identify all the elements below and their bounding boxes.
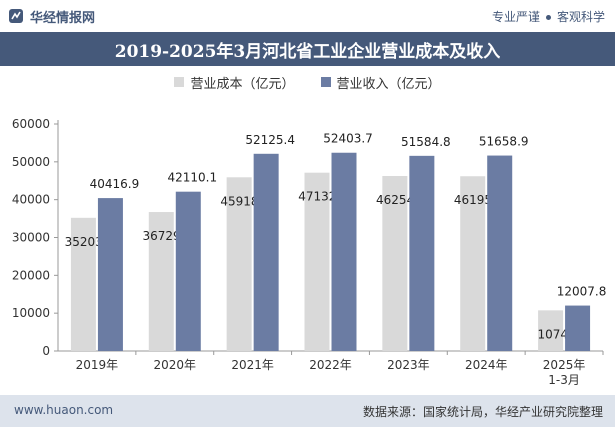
bar-cost-3 — [304, 172, 330, 351]
x-tick-label-6: 1-3月 — [548, 373, 580, 387]
data-label-revenue-5: 51658.9 — [479, 135, 529, 149]
y-tick-label: 50000 — [12, 155, 50, 169]
header-bar: 华经情报网 专业严谨 客观科学 — [0, 0, 615, 32]
footer-bar: www.huaon.com 数据来源：国家统计局，华经产业研究院整理 — [0, 395, 615, 427]
bar-cost-6 — [538, 310, 564, 351]
data-label-revenue-6: 12007.8 — [557, 285, 607, 299]
y-tick-label: 40000 — [12, 193, 50, 207]
bar-revenue-1 — [175, 191, 201, 351]
legend-swatch-revenue — [320, 77, 331, 87]
data-label-revenue-0: 40416.9 — [90, 177, 140, 191]
bar-cost-1 — [148, 212, 174, 351]
data-label-revenue-1: 42110.1 — [167, 171, 217, 185]
y-tick-label: 30000 — [12, 231, 50, 245]
bar-chart: 010000200003000040000500006000035203.540… — [12, 117, 607, 387]
x-tick-label-2: 2021年 — [231, 358, 274, 372]
bar-revenue-0 — [97, 198, 123, 351]
x-tick-label-6: 2025年 — [543, 358, 586, 372]
bar-revenue-3 — [331, 152, 357, 351]
y-tick-label: 10000 — [12, 306, 50, 320]
x-tick-label-3: 2022年 — [309, 358, 352, 372]
x-tick-label-4: 2023年 — [387, 358, 430, 372]
bar-cost-5 — [460, 176, 486, 351]
brand: 华经情报网 — [8, 6, 95, 26]
y-tick-label: 0 — [42, 344, 50, 358]
x-tick-label-5: 2024年 — [465, 358, 508, 372]
title-bar: 2019-2025年3月河北省工业企业营业成本及收入 — [0, 32, 615, 66]
slogan-1: 专业严谨 — [491, 10, 540, 24]
slogan: 专业严谨 客观科学 — [492, 8, 605, 25]
legend-label-revenue: 营业收入（亿元） — [336, 76, 441, 92]
x-tick-label-0: 2019年 — [76, 358, 119, 372]
brand-logo-icon — [9, 9, 23, 23]
bar-revenue-5 — [487, 155, 513, 351]
x-tick-label-1: 2020年 — [154, 358, 197, 372]
legend-label-cost: 营业成本（亿元） — [190, 76, 295, 92]
bar-revenue-4 — [409, 155, 435, 351]
bar-cost-4 — [382, 176, 408, 351]
y-tick-label: 20000 — [12, 268, 50, 282]
footer-site: www.huaon.com — [14, 403, 114, 417]
brand-name: 华经情报网 — [30, 10, 96, 26]
y-tick-label: 60000 — [12, 117, 50, 131]
legend-swatch-cost — [174, 77, 185, 87]
bar-revenue-6 — [565, 305, 591, 351]
legend-item-revenue: 营业收入（亿元） — [320, 73, 441, 92]
bar-cost-2 — [226, 177, 252, 351]
bar-cost-0 — [70, 217, 96, 351]
chart-title: 2019-2025年3月河北省工业企业营业成本及收入 — [114, 41, 501, 62]
dot-icon — [545, 15, 551, 20]
data-label-revenue-4: 51584.8 — [401, 135, 451, 149]
slogan-2: 客观科学 — [556, 10, 605, 24]
legend: 营业成本（亿元） 营业收入（亿元） — [0, 72, 615, 92]
data-label-revenue-2: 52125.4 — [245, 133, 295, 147]
footer-source: 数据来源：国家统计局，华经产业研究院整理 — [362, 405, 603, 419]
legend-item-cost: 营业成本（亿元） — [174, 73, 295, 92]
data-label-revenue-3: 52403.7 — [323, 132, 373, 146]
bar-revenue-2 — [253, 153, 279, 351]
